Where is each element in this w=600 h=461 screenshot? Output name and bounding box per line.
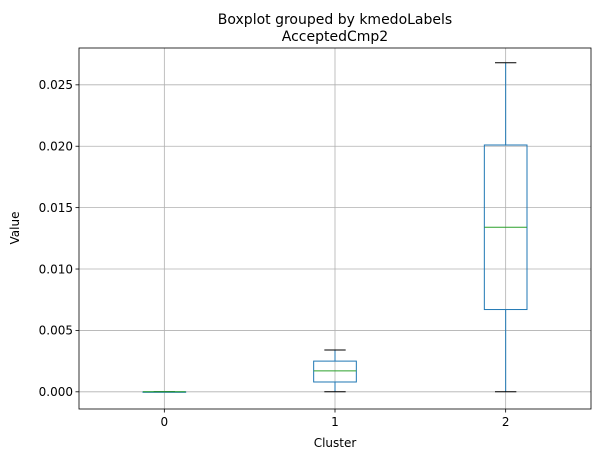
y-tick-label: 0.015 — [39, 201, 73, 215]
chart-suptitle: Boxplot grouped by kmedoLabels — [218, 12, 452, 28]
x-tick-label: 2 — [502, 415, 510, 429]
x-axis-label: Cluster — [314, 436, 357, 450]
y-axis-label: Value — [8, 212, 22, 245]
grid-lines — [79, 48, 591, 409]
y-tick-label: 0.020 — [39, 140, 73, 154]
chart-title: AcceptedCmp2 — [282, 29, 388, 45]
y-tick-label: 0.010 — [39, 262, 73, 276]
boxes — [142, 62, 528, 393]
y-tick-label: 0.005 — [39, 324, 73, 338]
x-tick-label: 0 — [161, 415, 169, 429]
box-iqr — [313, 360, 357, 383]
y-tick-label: 0.025 — [39, 78, 73, 92]
x-tick-label: 1 — [331, 415, 339, 429]
axis-ticks: 0.000 0.005 0.010 0.015 0.020 0.025 0 1 2 — [39, 78, 510, 429]
y-tick-label: 0.000 — [39, 385, 73, 399]
